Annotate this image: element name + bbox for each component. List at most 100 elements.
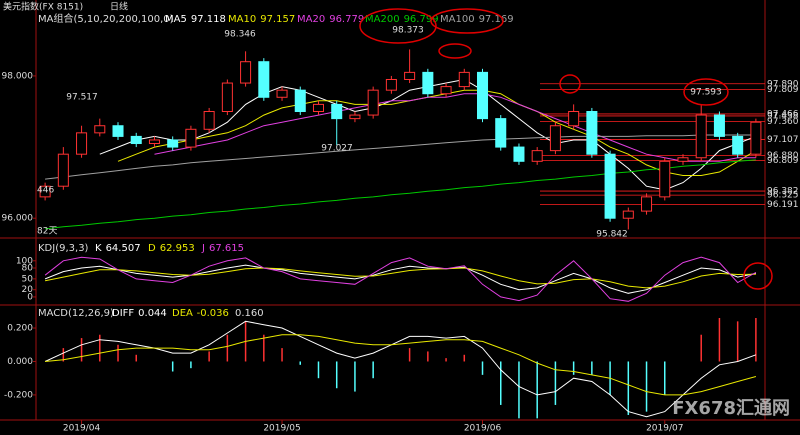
level-label: 96.191 <box>767 200 799 210</box>
candle-body <box>404 71 416 80</box>
x-tick-label: 2019/07 <box>646 424 683 434</box>
legend-value: 96.799 <box>404 14 439 25</box>
candle-body <box>695 114 707 159</box>
legend-entry: D 62.953 <box>148 243 195 254</box>
candle-body <box>39 185 51 198</box>
y-tick-label: 96.000 <box>2 214 34 224</box>
highlight-ring <box>743 262 773 290</box>
candle-body <box>732 135 744 155</box>
legend-entry: MA100 97.169 <box>440 14 514 25</box>
kdj-title: KDJ(9,3,3) <box>38 243 89 254</box>
instrument-title: 美元指数(FX 8151) <box>3 1 83 13</box>
highlight-ring <box>430 8 504 34</box>
legend-name: D <box>148 243 156 254</box>
level-label: 96.382 <box>767 187 799 197</box>
legend-value: 97.157 <box>260 14 295 25</box>
candle-body <box>659 160 671 198</box>
candle-body <box>130 135 142 145</box>
legend-entry: DEA -0.036 <box>172 308 229 319</box>
legend-entry: K 64.507 <box>95 243 141 254</box>
legend-name: DIFF <box>112 308 134 319</box>
annotation: 98.373 <box>392 26 424 36</box>
candle-body <box>531 150 543 162</box>
y-tick-label: 0 <box>27 292 33 302</box>
indicator-line <box>44 256 757 302</box>
candle-body <box>221 82 233 113</box>
watermark: FX678汇通网 <box>672 398 790 419</box>
indicator-line <box>45 334 757 396</box>
legend-value: 64.507 <box>106 243 141 254</box>
candle-body <box>203 111 215 130</box>
candle-body <box>276 89 288 98</box>
level-label: 96.880 <box>767 151 799 161</box>
legend-name: K <box>95 243 102 254</box>
y-tick-label: 50 <box>22 274 34 284</box>
legend-name: MA5 <box>165 14 187 25</box>
legend-name: MA20 <box>297 14 325 25</box>
legend-entry: MA5 97.118 <box>165 14 226 25</box>
candle-body <box>495 118 507 148</box>
candle-body <box>604 153 616 219</box>
candle-body <box>477 71 489 120</box>
y-tick-label: 100 <box>16 256 33 266</box>
level-label: 97.438 <box>767 111 799 121</box>
legend-value: 97.118 <box>191 14 226 25</box>
candle-body <box>568 111 580 127</box>
level-label: 97.466 <box>767 109 799 119</box>
y-tick-label: 98.000 <box>2 71 34 81</box>
candle-body <box>458 71 470 88</box>
candle-body <box>513 146 525 162</box>
highlight-ring <box>559 74 581 94</box>
y-tick-label: -0.200 <box>4 390 33 400</box>
candle-body <box>112 125 124 137</box>
candle-body <box>76 132 88 155</box>
x-tick-label: 2019/06 <box>464 424 502 434</box>
legend-value: -0.036 <box>197 308 229 319</box>
annotation: 95.842 <box>596 230 628 240</box>
level-label: 97.360 <box>767 117 799 127</box>
indicator-line <box>154 93 756 162</box>
legend-entry: MA10 97.157 <box>228 14 295 25</box>
indicator-line <box>117 89 757 176</box>
legend-value: 96.779 <box>329 14 364 25</box>
legend-entry: MA200 96.799 <box>365 14 439 25</box>
candle-body <box>331 103 343 120</box>
candle-body <box>622 210 634 219</box>
level-label: 96.325 <box>767 191 799 201</box>
candle-body <box>57 153 69 187</box>
legend-name: DEA <box>172 308 193 319</box>
candle-body <box>148 139 160 145</box>
legend-entry: J 67.615 <box>201 243 244 254</box>
x-tick-label: 2019/04 <box>63 424 101 434</box>
indicator-line <box>45 159 756 230</box>
annotation: 82天 <box>37 227 57 237</box>
level-label: 97.890 <box>767 79 799 89</box>
highlight-ring <box>438 43 472 59</box>
x-tick-label: 2019/05 <box>263 424 300 434</box>
legend-value: 0.044 <box>138 308 167 319</box>
candle-body <box>94 125 106 134</box>
candle-body <box>549 125 561 152</box>
candle-body <box>349 114 361 120</box>
annotation: 446 <box>37 186 54 196</box>
candle-body <box>167 139 179 148</box>
indicator-line <box>44 264 756 294</box>
level-label: 97.809 <box>767 85 799 95</box>
level-label: 96.809 <box>767 156 799 166</box>
legend-name: MA100 <box>440 14 475 25</box>
y-tick-label: 20 <box>22 285 34 295</box>
level-label: 97.107 <box>767 135 799 145</box>
legend-entry: MA20 96.779 <box>297 14 364 25</box>
candle-body <box>240 61 252 84</box>
indicator-line <box>45 134 756 180</box>
legend-name: J <box>201 243 205 254</box>
candle-body <box>367 89 379 116</box>
macd-title: MACD(12,26,9) <box>38 308 114 319</box>
legend-value: 62.953 <box>160 243 195 254</box>
annotation: 97.517 <box>66 93 98 103</box>
legend-value: 0.160 <box>235 308 264 319</box>
